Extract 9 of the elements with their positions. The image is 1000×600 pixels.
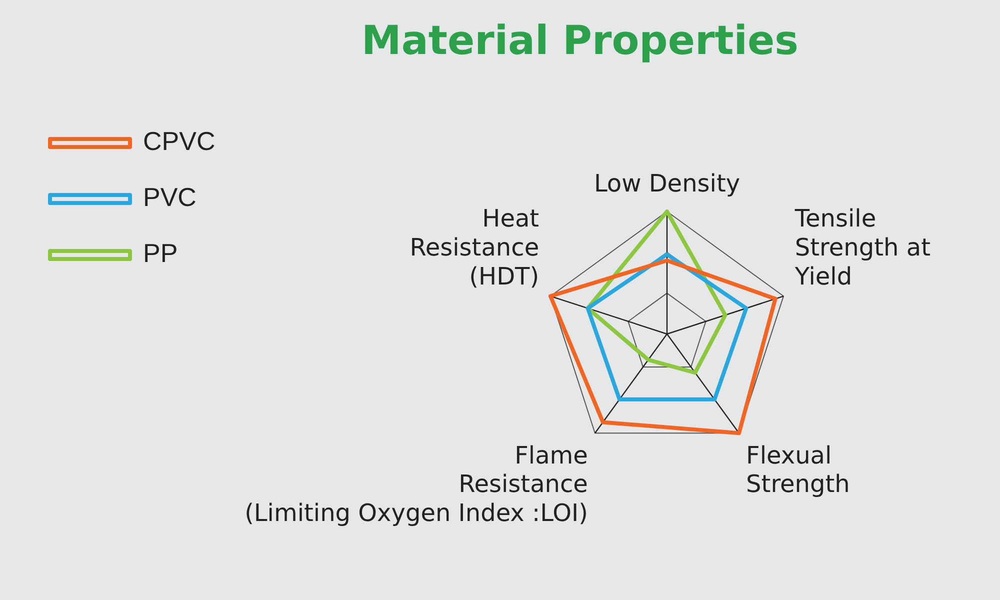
- legend-label: CPVC: [143, 126, 216, 156]
- chart-title: Material Properties: [360, 18, 800, 64]
- spoke-label: Flexual Strength: [746, 441, 850, 498]
- spoke-label: Heat Resistance (HDT): [410, 204, 540, 290]
- spoke-label: Flame Resistance (Limiting Oxygen Index :LOI): [244, 441, 588, 528]
- legend-label: PVC: [143, 182, 196, 212]
- spoke-label: Low Density: [594, 169, 740, 198]
- legend-label: PP: [143, 238, 178, 268]
- spoke-label: Tensile Strength at Yield: [794, 204, 930, 290]
